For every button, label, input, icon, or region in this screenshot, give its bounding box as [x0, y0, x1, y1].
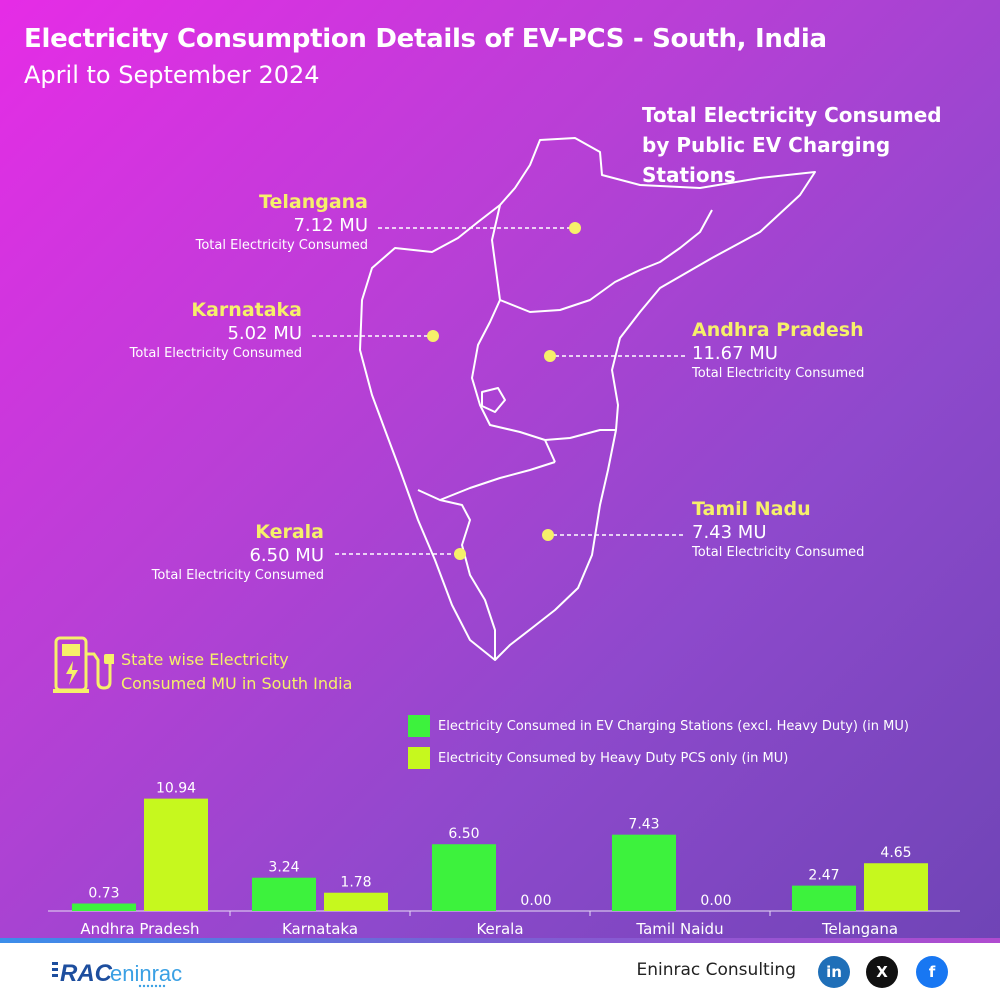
- karnataka-marker: [427, 330, 439, 342]
- legend-label-series2: Electricity Consumed by Heavy Duty PCS o…: [438, 750, 789, 766]
- bar-chart: 0.73 10.94 Andhra Pradesh 3.24 1.78 Karnataka…: [48, 781, 960, 938]
- andhra-marker: [544, 350, 556, 362]
- section-label: State wise Electricity Consumed MU in So…: [121, 648, 352, 696]
- bar-kerala-series1: [432, 844, 496, 911]
- bar-telangana-series1: [792, 885, 856, 911]
- data-label: 7.43: [628, 817, 659, 833]
- karnataka-boundary: [471, 299, 556, 463]
- facebook-icon[interactable]: f: [916, 956, 948, 988]
- company-name: Eninrac Consulting: [636, 960, 796, 980]
- x-tick-label: Andhra Pradesh: [80, 920, 199, 938]
- map-outline: [359, 137, 816, 661]
- footer-divider: [0, 938, 1000, 943]
- ev-charger-icon: [53, 636, 114, 693]
- legend-label-series1: Electricity Consumed in EV Charging Stat…: [438, 718, 909, 734]
- tamilnadu-marker: [542, 529, 554, 541]
- bar-karnataka-series2: [324, 892, 388, 911]
- x-tick-label: Telangana: [821, 920, 898, 938]
- bar-telangana-series2: [864, 863, 928, 911]
- callout-value: 7.12 MU: [293, 215, 368, 236]
- data-label: 0.73: [88, 886, 119, 902]
- map-heading: Total Electricity Consumed by Public EV …: [642, 103, 942, 187]
- svg-text:RAC: RAC: [60, 960, 113, 987]
- x-tick-label: Tamil Naidu: [635, 920, 723, 938]
- karnataka-south-boundary: [439, 461, 556, 501]
- callout-caption: Total Electricity Consumed: [151, 568, 324, 583]
- section-label-line1: State wise Electricity: [121, 650, 289, 669]
- callout-state: Telangana: [259, 191, 368, 213]
- callout-value: 6.50 MU: [249, 545, 324, 566]
- linkedin-icon[interactable]: in: [818, 956, 850, 988]
- data-label: 0.00: [520, 893, 551, 909]
- callout-state: Kerala: [255, 521, 324, 543]
- callout-caption: Total Electricity Consumed: [195, 238, 368, 253]
- telangana-marker: [569, 222, 581, 234]
- x-icon[interactable]: X: [866, 956, 898, 988]
- data-label: 10.94: [156, 781, 196, 797]
- svg-text:eninrac: eninrac: [110, 961, 182, 986]
- callout-value: 11.67 MU: [692, 343, 778, 364]
- callout-tamil-nadu: Tamil Nadu 7.43 MU Total Electricity Con…: [692, 497, 864, 562]
- data-label: 4.65: [880, 845, 911, 861]
- section-label-line2: Consumed MU in South India: [121, 674, 353, 693]
- data-label: 2.47: [808, 868, 839, 884]
- legend-item-series2: Electricity Consumed by Heavy Duty PCS o…: [408, 742, 909, 774]
- callout-state: Andhra Pradesh: [692, 319, 864, 341]
- legend-item-series1: Electricity Consumed in EV Charging Stat…: [408, 710, 909, 742]
- legend-swatch-series2: [408, 747, 430, 769]
- data-label: 0.00: [700, 893, 731, 909]
- telangana-boundary: [491, 204, 713, 313]
- callout-state: Tamil Nadu: [692, 498, 811, 520]
- page-title: Electricity Consumption Details of EV-PC…: [24, 24, 827, 54]
- x-tick-label: Kerala: [476, 920, 523, 938]
- callout-value: 7.43 MU: [692, 522, 767, 543]
- callout-caption: Total Electricity Consumed: [129, 346, 302, 361]
- callout-state: Karnataka: [191, 299, 302, 321]
- callout-kerala: Kerala 6.50 MU Total Electricity Consume…: [152, 520, 324, 585]
- x-tick-label: Karnataka: [282, 920, 358, 938]
- data-label: 6.50: [448, 826, 479, 842]
- callout-telangana: Telangana 7.12 MU Total Electricity Cons…: [196, 190, 368, 255]
- data-label: 3.24: [268, 860, 299, 876]
- callout-caption: Total Electricity Consumed: [692, 545, 865, 560]
- page-subtitle: April to September 2024: [24, 61, 320, 89]
- legend-swatch-series1: [408, 715, 430, 737]
- eninrac-logo: RAC eninrac: [52, 960, 182, 988]
- bar-tamil-naidu-series1: [612, 834, 676, 911]
- kerala-boundary: [417, 489, 496, 660]
- bar-andhra-pradesh-series2: [144, 798, 208, 911]
- data-label: 1.78: [340, 875, 371, 891]
- chart-legend: Electricity Consumed in EV Charging Stat…: [408, 710, 909, 774]
- callout-value: 5.02 MU: [227, 323, 302, 344]
- tamilnadu-boundary: [544, 429, 616, 441]
- callout-caption: Total Electricity Consumed: [692, 366, 865, 381]
- bar-karnataka-series1: [252, 877, 316, 911]
- bar-andhra-pradesh-series1: [72, 903, 136, 911]
- callout-andhra-pradesh: Andhra Pradesh 11.67 MU Total Electricit…: [692, 318, 864, 383]
- kerala-marker: [454, 548, 466, 560]
- callout-karnataka: Karnataka 5.02 MU Total Electricity Cons…: [130, 298, 302, 363]
